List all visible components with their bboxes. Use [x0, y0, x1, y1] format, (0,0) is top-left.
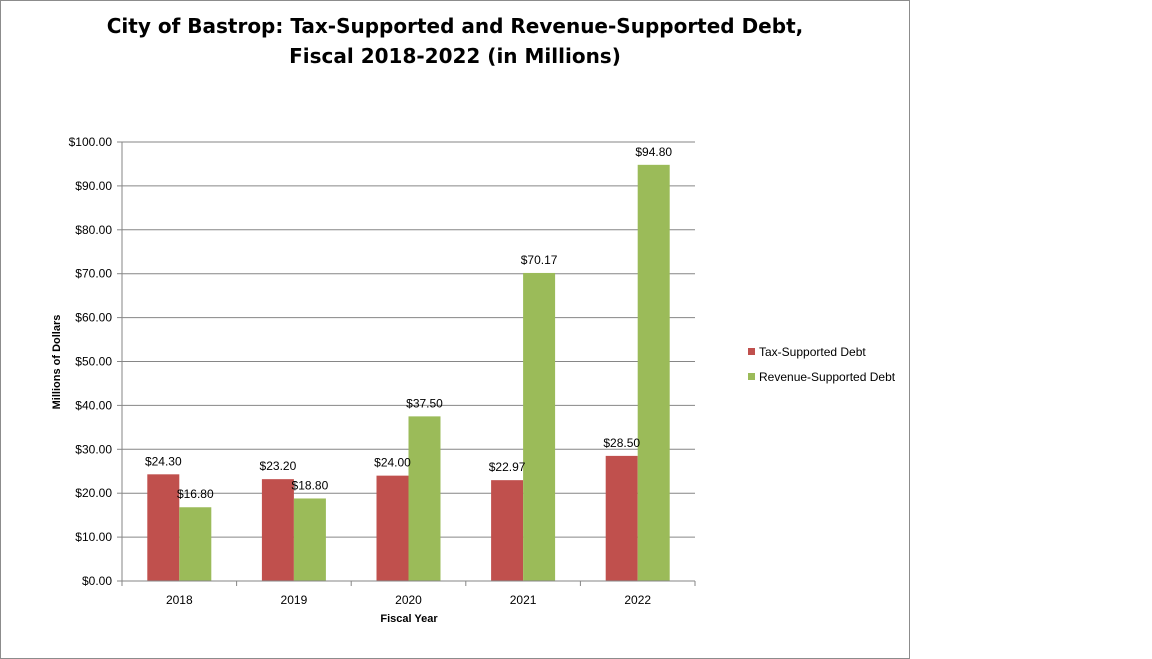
bar-revenue-2020 [408, 416, 441, 581]
y-tick-label: $20.00 [75, 486, 112, 500]
legend-swatch-tax [748, 348, 755, 355]
chart-title: City of Bastrop: Tax-Supported and Reven… [1, 11, 909, 71]
legend-swatch-revenue [748, 373, 755, 380]
bar-tax-2020 [376, 475, 409, 581]
data-label: $28.50 [603, 436, 640, 450]
bar-revenue-2022 [637, 164, 670, 581]
data-label: $16.80 [177, 487, 214, 501]
y-tick-label: $40.00 [75, 398, 112, 412]
y-tick-label: $30.00 [75, 442, 112, 456]
bar-revenue-2019 [293, 498, 326, 581]
chart-title-line1: City of Bastrop: Tax-Supported and Reven… [106, 14, 804, 38]
y-axis-ticks: $0.00 $10.00 $20.00 $30.00 $40.00 $50.00 $60.0… [69, 135, 122, 588]
x-tick-label: 2022 [624, 593, 651, 607]
y-tick-label: $50.00 [75, 355, 112, 369]
bar-tax-2021 [491, 480, 524, 581]
legend: Tax-Supported Debt Revenue-Supported Debt [748, 345, 896, 384]
y-tick-label: $10.00 [75, 530, 112, 544]
y-tick-label: $90.00 [75, 179, 112, 193]
data-label: $22.97 [489, 460, 526, 474]
y-tick-label: $70.00 [75, 267, 112, 281]
legend-label-tax: Tax-Supported Debt [759, 345, 866, 359]
data-label: $70.17 [521, 253, 558, 267]
bar-revenue-2018 [179, 507, 212, 581]
data-label: $23.20 [260, 459, 297, 473]
data-label: $24.30 [145, 454, 182, 468]
y-axis-title: Millions of Dollars [51, 315, 63, 410]
y-tick-label: $80.00 [75, 223, 112, 237]
data-label: $24.00 [374, 456, 411, 470]
data-labels: $24.30 $16.80 $23.20 $18.80 $24.00 $37.50 $22.… [145, 145, 672, 501]
bar-tax-2019 [261, 479, 294, 581]
legend-label-revenue: Revenue-Supported Debt [759, 370, 896, 384]
x-axis-ticks: 2018 2019 2020 2021 2022 [121, 581, 696, 607]
x-tick-label: 2018 [166, 593, 193, 607]
bar-tax-2018 [147, 474, 180, 581]
x-tick-label: 2019 [281, 593, 308, 607]
data-label: $94.80 [635, 145, 672, 159]
x-axis-title: Fiscal Year [380, 613, 438, 625]
bars [147, 164, 670, 581]
y-tick-label: $0.00 [82, 574, 112, 588]
axes [121, 142, 695, 582]
y-tick-label: $100.00 [69, 135, 113, 149]
x-tick-label: 2021 [510, 593, 537, 607]
data-label: $37.50 [406, 396, 443, 410]
chart-title-line2: Fiscal 2018-2022 (in Millions) [289, 44, 621, 68]
bar-tax-2022 [605, 455, 638, 581]
y-tick-label: $60.00 [75, 311, 112, 325]
data-label: $18.80 [292, 478, 329, 492]
bar-revenue-2021 [523, 272, 556, 581]
x-tick-label: 2020 [395, 593, 422, 607]
